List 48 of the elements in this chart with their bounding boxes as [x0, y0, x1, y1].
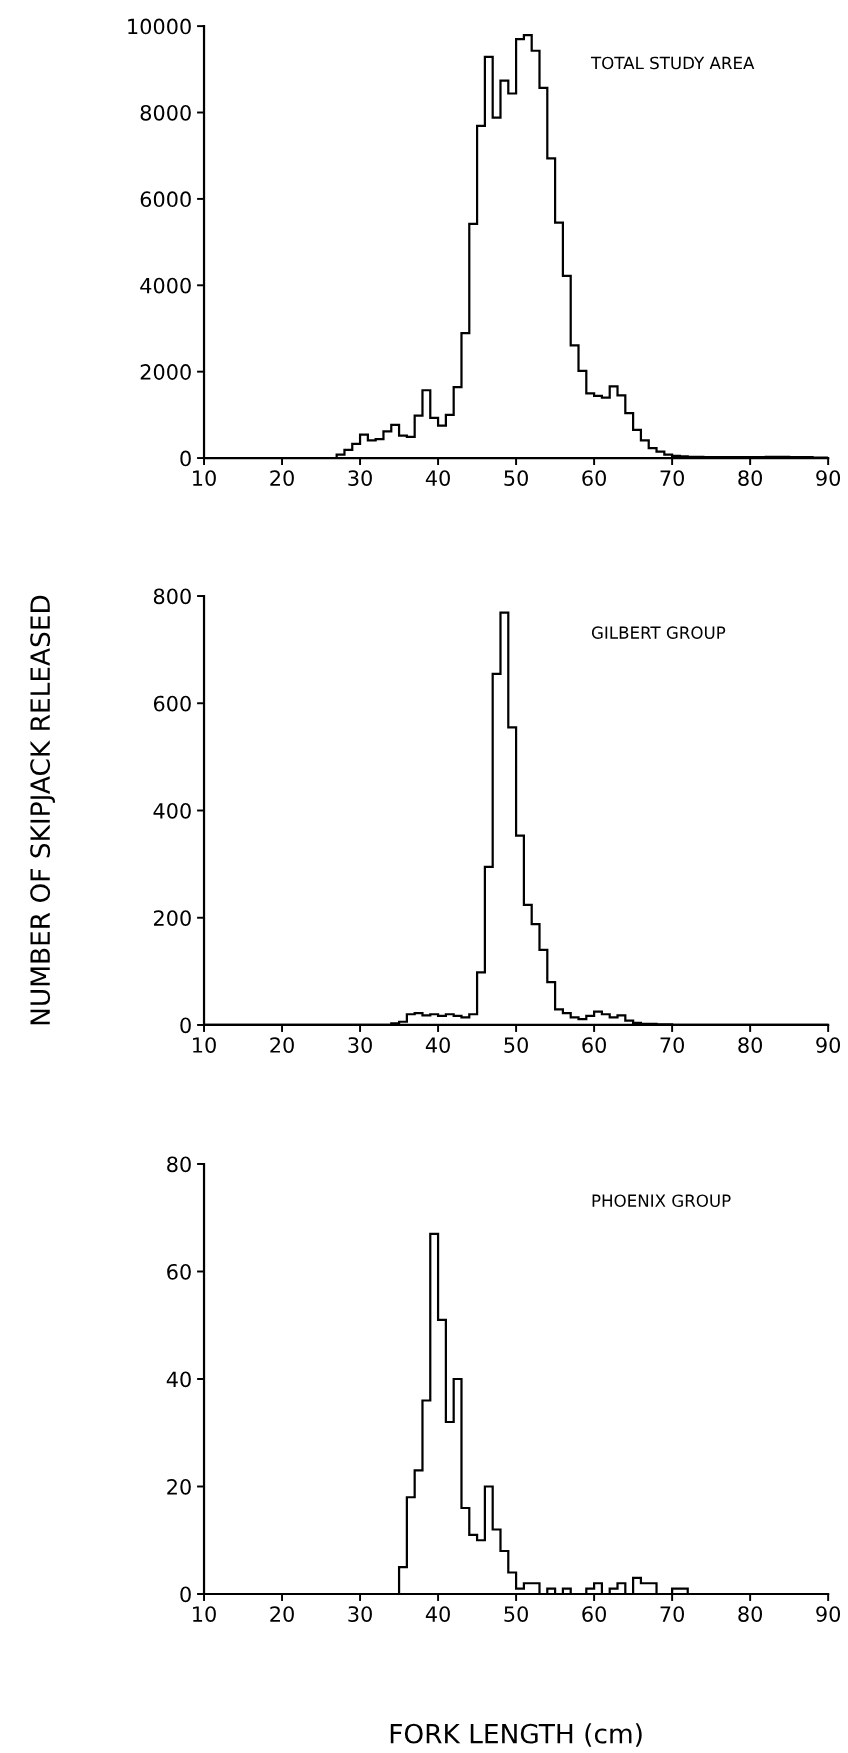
x-tick-label: 20 — [270, 1037, 294, 1053]
y-tick-label: 20 — [167, 1478, 191, 1495]
y-tick-label: 0 — [180, 1586, 191, 1603]
x-tick-label: 60 — [582, 1606, 606, 1622]
x-tick-label: 80 — [738, 1606, 763, 1622]
x-tick-label: 80 — [738, 470, 763, 486]
y-tick-label: 6000 — [140, 191, 191, 208]
x-tick-label: 40 — [425, 1037, 450, 1053]
y-tick-label: 800 — [153, 588, 191, 605]
y-tick-label: 4000 — [140, 277, 191, 294]
y-tick-label: 200 — [153, 910, 191, 926]
x-tick-label: 30 — [348, 1037, 372, 1053]
x-tick-label: 90 — [816, 1037, 841, 1053]
x-tick-label: 20 — [270, 1606, 294, 1622]
x-tick-label: 60 — [582, 1037, 606, 1053]
x-tick-label: 10 — [193, 1037, 216, 1053]
y-tick-label: 400 — [153, 802, 191, 819]
y-tick-label: 2000 — [140, 364, 191, 380]
x-tick-label: 70 — [660, 1606, 684, 1622]
x-tick-label: 50 — [504, 1606, 528, 1622]
x-tick-label: 40 — [425, 1606, 450, 1622]
x-tick-label: 50 — [504, 1037, 528, 1053]
y-tick-label: 8000 — [140, 104, 191, 121]
x-tick-label: 80 — [738, 1037, 763, 1053]
text: GILBERT GROUP — [591, 626, 726, 639]
x-tick-label: 30 — [348, 1606, 372, 1622]
y-tick-label: 600 — [153, 695, 191, 712]
x-tick-label: 90 — [816, 470, 841, 486]
x-tick-label: 50 — [504, 470, 528, 486]
x-tick-label: 20 — [270, 470, 294, 486]
x-tick-label: 10 — [193, 470, 216, 486]
y-tick-label: 0 — [180, 1017, 191, 1034]
y-tick-label: 80 — [167, 1156, 191, 1173]
y-tick-label: 60 — [167, 1263, 191, 1280]
x-tick-label: 60 — [582, 470, 606, 486]
y-tick-label: 10000 — [128, 18, 191, 35]
text: PHOENIX GROUP — [592, 1194, 731, 1207]
x-tick-label: 30 — [348, 470, 372, 486]
x-tick-label: 70 — [660, 1037, 684, 1053]
x-tick-label: 90 — [816, 1606, 841, 1622]
y-axis-title: NUMBER OF SKIPJACK RELEASED — [30, 595, 56, 1025]
y-tick-label: 0 — [180, 450, 191, 467]
x-tick-label: 40 — [425, 470, 450, 486]
x-tick-label: 10 — [193, 1606, 216, 1622]
y-tick-label: 40 — [166, 1371, 191, 1388]
text: TOTAL STUDY AREA — [590, 56, 755, 70]
x-tick-label: 70 — [660, 470, 684, 486]
x-axis-title: FORK LENGTH (cm) — [390, 1723, 642, 1747]
